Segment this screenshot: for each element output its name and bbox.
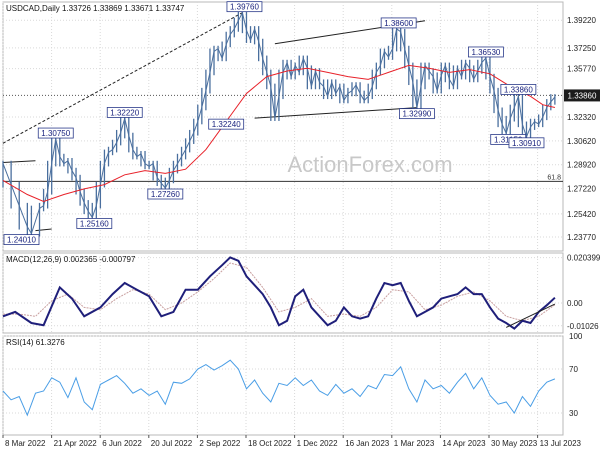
macd-y-tick-label: 0.020399 xyxy=(567,254,600,263)
price-label-box xyxy=(508,137,545,149)
price-label-box xyxy=(106,107,143,118)
x-tick-label: 8 Mar 2022 xyxy=(5,439,46,448)
watermark: ActionForex.com xyxy=(287,152,452,177)
trendline xyxy=(254,107,417,119)
price-y-tick-label: 1.27220 xyxy=(567,185,596,194)
x-tick-label: 14 Apr 2023 xyxy=(442,439,486,448)
price-series-line xyxy=(2,11,556,235)
rsi-line xyxy=(2,359,556,417)
price-label-box xyxy=(37,127,74,139)
price-label-text: 1.27260 xyxy=(151,190,180,199)
price-label-text: 1.38600 xyxy=(384,19,413,28)
rsi-title: RSI(14) 61.3276 xyxy=(6,338,65,347)
price-label-box xyxy=(226,1,263,13)
price-label-text: 1.32220 xyxy=(110,108,139,117)
x-tick-label: 30 May 2023 xyxy=(491,439,538,448)
price-y-tick-label: 1.39220 xyxy=(567,16,596,25)
x-tick-label: 18 Oct 2022 xyxy=(248,439,292,448)
price-label-box xyxy=(3,234,40,246)
price-label-box xyxy=(399,108,435,120)
fib-618-label: 61.8 xyxy=(547,174,561,181)
price-y-tick-label: 1.25420 xyxy=(567,210,596,219)
chart-header: USDCAD,Daily 1.33726 1.33869 1.33671 1.3… xyxy=(6,4,185,13)
rsi-panel-frame xyxy=(2,335,564,436)
rsi-y-tick-label: 30 xyxy=(569,409,578,418)
x-tick-label: 20 Jul 2022 xyxy=(151,439,193,448)
current-price-tag xyxy=(564,89,600,102)
rsi-y-tick-label: 70 xyxy=(569,365,578,374)
x-tick-label: 16 Jan 2023 xyxy=(345,439,390,448)
current-price-tag-text: 1.33860 xyxy=(568,91,597,100)
price-label-text: 1.31150 xyxy=(494,135,523,144)
trendline xyxy=(35,228,52,232)
price-label-text: 1.25160 xyxy=(80,219,109,228)
x-tick-label: 1 Mar 2023 xyxy=(394,439,435,448)
price-label-box xyxy=(147,188,184,200)
price-label-box xyxy=(380,17,417,29)
trendline xyxy=(2,160,36,163)
price-y-tick-label: 1.37250 xyxy=(567,44,596,53)
price-label-text: 1.36530 xyxy=(471,48,500,57)
macd-y-tick-label: -0.01026 xyxy=(567,322,599,331)
x-tick-label: 1 Dec 2022 xyxy=(297,439,338,448)
sma-line xyxy=(2,64,556,203)
macd-title: MACD(12,26,9) 0.002365 -0.000797 xyxy=(6,255,136,264)
macd-y-tick-label: 0.00 xyxy=(567,299,583,308)
price-y-tick-label: 1.28920 xyxy=(567,161,596,170)
price-y-tick-label: 1.23770 xyxy=(567,233,596,242)
x-tick-label: 2 Sep 2022 xyxy=(199,439,240,448)
price-y-tick-label: 1.30620 xyxy=(567,137,596,146)
price-label-text: 1.24010 xyxy=(7,236,36,245)
x-tick-label: 6 Jun 2022 xyxy=(102,439,142,448)
price-label-box xyxy=(76,218,113,229)
x-tick-label: 13 Jul 2023 xyxy=(540,439,582,448)
price-label-text: 1.32990 xyxy=(402,110,431,119)
x-tick-label: 21 Apr 2022 xyxy=(54,439,98,448)
macd-panel-frame xyxy=(2,252,564,334)
price-label-text: 1.39760 xyxy=(230,3,259,12)
rsi-y-tick-label: 100 xyxy=(569,332,583,341)
price-label-text: 1.30910 xyxy=(512,139,541,148)
price-label-text: 1.32240 xyxy=(212,120,241,129)
price-label-text: 1.33860 xyxy=(504,85,533,94)
macd-signal-line xyxy=(3,262,556,322)
price-label-box xyxy=(500,84,537,95)
price-label-box xyxy=(467,46,504,58)
trendline xyxy=(2,12,243,144)
macd-trendline xyxy=(505,303,556,328)
macd-line xyxy=(2,256,556,330)
price-y-tick-label: 1.35770 xyxy=(567,65,596,74)
price-y-tick-label: 1.32320 xyxy=(567,113,596,122)
price-label-text: 1.30750 xyxy=(41,129,70,138)
price-label-box xyxy=(208,118,245,130)
